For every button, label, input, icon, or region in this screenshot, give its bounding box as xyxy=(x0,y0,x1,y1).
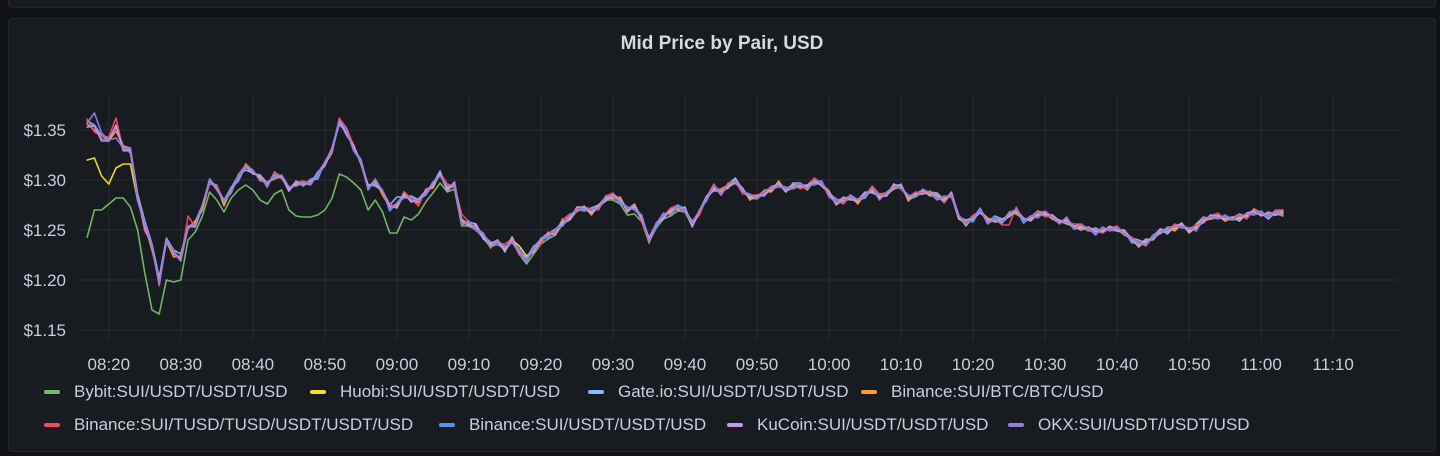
legend-label: OKX:SUI/USDT/USDT/USD xyxy=(1038,415,1250,434)
legend-swatch xyxy=(44,423,60,427)
legend-swatch xyxy=(588,390,604,394)
legend-item[interactable]: Huobi:SUI/USDT/USDT/USD xyxy=(310,380,560,404)
legend-swatch xyxy=(1008,423,1024,427)
legend-item[interactable]: Binance:SUI/USDT/USDT/USD xyxy=(439,413,706,437)
legend-label: Bybit:SUI/USDT/USDT/USD xyxy=(74,382,288,401)
x-tick-label: 11:00 xyxy=(1241,355,1282,374)
x-tick-label: 11:10 xyxy=(1313,355,1354,374)
x-tick-label: 10:30 xyxy=(1024,355,1067,374)
x-tick-label: 10:10 xyxy=(880,355,923,374)
legend-item[interactable]: Binance:SUI/TUSD/TUSD/USDT/USDT/USD xyxy=(44,413,413,437)
legend-label: KuCoin:SUI/USDT/USDT/USD xyxy=(757,415,989,434)
x-tick-label: 10:40 xyxy=(1096,355,1139,374)
legend-swatch xyxy=(727,423,743,427)
series-line-7 xyxy=(86,120,1284,284)
previous-panel-edge xyxy=(8,0,1436,8)
x-tick-label: 10:20 xyxy=(952,355,995,374)
panel-title[interactable]: Mid Price by Pair, USD xyxy=(620,33,824,54)
series-line-8 xyxy=(86,112,1284,285)
legend-label: Binance:SUI/TUSD/TUSD/USDT/USDT/USD xyxy=(74,415,414,434)
legend-swatch xyxy=(861,390,877,394)
x-tick-label: 09:30 xyxy=(592,355,635,374)
legend-item[interactable]: KuCoin:SUI/USDT/USDT/USD xyxy=(727,413,988,437)
x-tick-label: 10:50 xyxy=(1168,355,1211,374)
legend-label: Binance:SUI/BTC/BTC/USD xyxy=(891,382,1104,401)
legend-swatch xyxy=(439,423,455,427)
y-tick-label: $1.35 xyxy=(23,121,66,140)
x-tick-label: 08:40 xyxy=(232,355,275,374)
x-tick-label: 09:50 xyxy=(736,355,779,374)
y-tick-label: $1.15 xyxy=(23,321,66,340)
x-tick-label: 10:00 xyxy=(808,355,851,374)
legend-label: Binance:SUI/USDT/USDT/USD xyxy=(469,415,707,434)
legend-item[interactable]: Gate.io:SUI/USDT/USDT/USD xyxy=(588,380,849,404)
legend-label: Gate.io:SUI/USDT/USDT/USD xyxy=(618,382,849,401)
y-tick-label: $1.30 xyxy=(23,171,66,190)
legend-item[interactable]: OKX:SUI/USDT/USDT/USD xyxy=(1008,413,1250,437)
x-tick-label: 08:20 xyxy=(88,355,131,374)
chart-panel: Mid Price by Pair, USD xyxy=(8,18,1436,452)
x-tick-label: 08:50 xyxy=(304,355,347,374)
x-tick-label: 09:20 xyxy=(520,355,563,374)
x-tick-label: 08:30 xyxy=(160,355,203,374)
y-tick-label: $1.20 xyxy=(23,271,66,290)
x-tick-label: 09:00 xyxy=(376,355,419,374)
legend-swatch xyxy=(310,390,326,394)
y-tick-label: $1.25 xyxy=(23,221,66,240)
legend-label: Huobi:SUI/USDT/USDT/USD xyxy=(340,382,561,401)
legend-item[interactable]: Binance:SUI/BTC/BTC/USD xyxy=(861,380,1104,404)
x-tick-label: 09:40 xyxy=(664,355,707,374)
legend-swatch xyxy=(44,390,60,394)
legend-item[interactable]: Bybit:SUI/USDT/USDT/USD xyxy=(44,380,287,404)
x-tick-label: 09:10 xyxy=(448,355,491,374)
